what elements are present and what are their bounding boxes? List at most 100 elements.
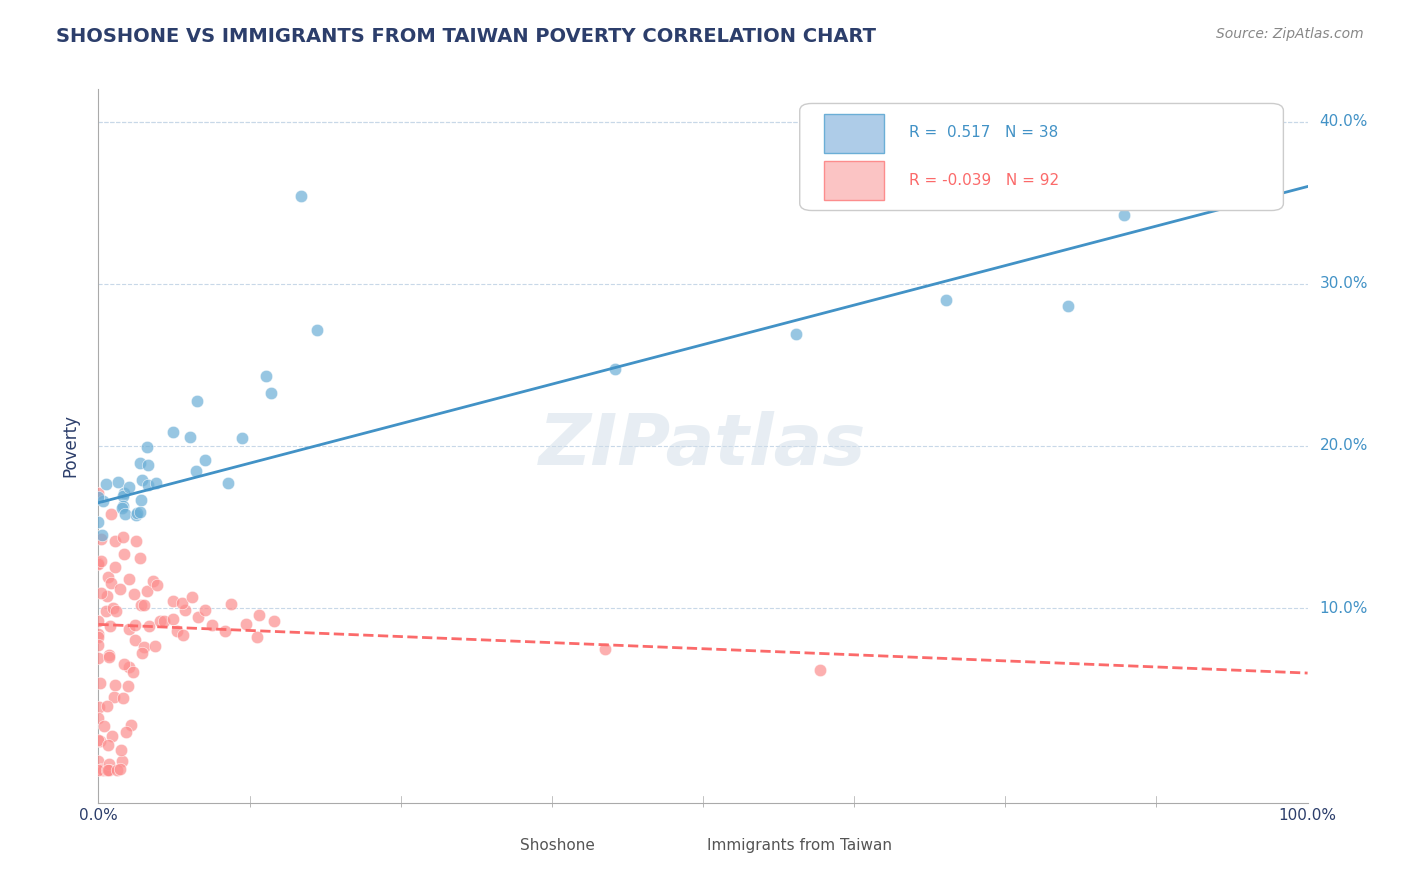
Point xyxy=(87,651,110,665)
Text: Source: ZipAtlas.com: Source: ZipAtlas.com xyxy=(1216,27,1364,41)
Point xyxy=(166,624,188,638)
Point xyxy=(98,756,121,771)
Point xyxy=(935,293,957,307)
Point xyxy=(87,764,110,778)
Point xyxy=(194,452,217,467)
Text: Immigrants from Taiwan: Immigrants from Taiwan xyxy=(707,838,893,853)
Point xyxy=(107,475,129,490)
Point xyxy=(231,430,253,444)
Point xyxy=(91,493,114,508)
Point xyxy=(97,570,120,584)
Point xyxy=(87,711,110,725)
Point xyxy=(1057,299,1080,313)
Point xyxy=(129,599,152,613)
Point xyxy=(87,486,110,500)
Point xyxy=(91,764,114,778)
Point xyxy=(1114,208,1136,222)
Point xyxy=(174,603,197,617)
Point xyxy=(112,690,135,705)
Point xyxy=(110,742,132,756)
Point xyxy=(235,616,257,631)
Point xyxy=(214,624,236,638)
Point xyxy=(134,640,156,654)
Point xyxy=(162,425,184,439)
Point xyxy=(104,678,127,692)
Point xyxy=(97,764,120,778)
Point xyxy=(110,501,132,516)
Point xyxy=(112,530,135,544)
Point xyxy=(114,725,136,739)
Point xyxy=(90,532,112,546)
FancyBboxPatch shape xyxy=(800,103,1284,211)
Point xyxy=(179,430,201,444)
Point xyxy=(217,475,239,490)
Text: R =  0.517   N = 38: R = 0.517 N = 38 xyxy=(908,125,1057,139)
Point xyxy=(97,763,120,777)
Point xyxy=(96,477,118,491)
Point xyxy=(90,554,112,568)
Text: 30.0%: 30.0% xyxy=(1320,277,1368,292)
Point xyxy=(89,734,111,748)
Point xyxy=(112,486,135,500)
Point xyxy=(124,632,146,647)
Point xyxy=(162,612,184,626)
Point xyxy=(108,582,131,597)
Point xyxy=(125,508,148,523)
Point xyxy=(122,665,145,679)
Point xyxy=(129,504,152,518)
Point xyxy=(808,664,831,678)
Point xyxy=(93,719,115,733)
Point xyxy=(90,586,112,600)
Point xyxy=(138,458,160,472)
Point xyxy=(290,188,312,202)
Point xyxy=(87,630,110,644)
Point xyxy=(605,362,627,376)
Point xyxy=(131,646,153,660)
Point xyxy=(103,690,125,704)
FancyBboxPatch shape xyxy=(824,114,884,153)
Point xyxy=(104,560,127,574)
Point xyxy=(98,650,121,665)
Point xyxy=(129,550,152,565)
Point xyxy=(131,473,153,487)
Point xyxy=(97,648,120,663)
Point xyxy=(263,614,285,628)
Point xyxy=(120,718,142,732)
Point xyxy=(118,573,141,587)
Point xyxy=(135,584,157,599)
Point xyxy=(117,622,139,636)
Point xyxy=(103,534,125,549)
Point xyxy=(162,594,184,608)
Point xyxy=(170,597,193,611)
Point xyxy=(146,578,169,592)
Point xyxy=(101,601,124,615)
Point xyxy=(87,556,110,570)
Point xyxy=(87,491,110,505)
Point xyxy=(125,534,148,549)
Point xyxy=(94,604,117,618)
Point xyxy=(105,764,128,778)
Point xyxy=(186,394,208,409)
Text: 10.0%: 10.0% xyxy=(1320,600,1368,615)
Point xyxy=(87,638,110,652)
Point xyxy=(87,614,110,628)
Point xyxy=(87,627,110,641)
Point xyxy=(129,457,152,471)
Point xyxy=(122,587,145,601)
Point xyxy=(112,657,135,672)
Y-axis label: Poverty: Poverty xyxy=(62,415,80,477)
Point xyxy=(153,614,176,628)
Point xyxy=(129,493,152,508)
Point xyxy=(118,480,141,494)
Text: 20.0%: 20.0% xyxy=(1320,439,1368,453)
Point xyxy=(96,590,118,604)
Point xyxy=(111,499,134,513)
Point xyxy=(127,506,149,520)
Point xyxy=(138,619,160,633)
Point xyxy=(785,327,807,342)
Point xyxy=(87,732,110,747)
Point xyxy=(112,489,135,503)
Point xyxy=(254,368,277,383)
Point xyxy=(201,618,224,632)
Point xyxy=(87,755,110,769)
